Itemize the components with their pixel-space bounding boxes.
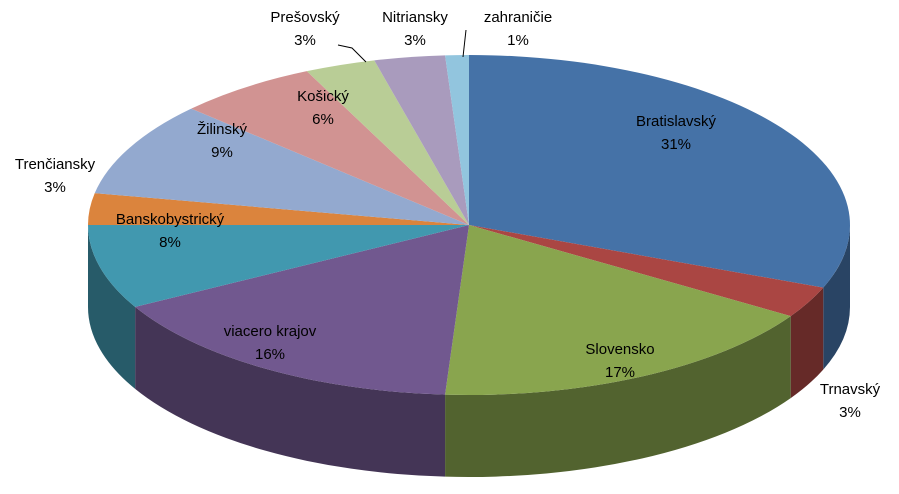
data-labels: Bratislavský 31% Trnavský 3% Slovensko 17% via… <box>15 9 881 421</box>
leader-line <box>462 29 467 58</box>
slice-value-label: 3% <box>404 32 426 49</box>
slice-label: Košický <box>297 88 349 105</box>
slice-side <box>445 316 791 478</box>
slice-value-label: 3% <box>294 32 316 49</box>
slice-side <box>823 225 850 370</box>
slice-label: Bratislavský <box>636 113 717 130</box>
slice <box>445 55 469 225</box>
slice <box>135 225 470 395</box>
slice-value-label: 6% <box>312 111 334 128</box>
slice-label: zahraničie <box>484 9 552 26</box>
slice-label: Žilinský <box>197 121 248 138</box>
slice <box>88 225 469 307</box>
slice-side <box>135 306 446 477</box>
slice-value-label: 9% <box>211 144 233 161</box>
leader-lines <box>337 29 467 63</box>
slice-label: Banskobystrický <box>116 211 225 228</box>
slice <box>374 55 469 226</box>
slice <box>469 55 850 288</box>
slice-label: Nitriansky <box>382 9 448 26</box>
slice-label: Trenčiansky <box>15 156 96 173</box>
slice-label: viacero krajov <box>224 323 317 340</box>
slice <box>191 71 470 225</box>
slice <box>469 225 824 317</box>
pie-tops <box>88 55 850 395</box>
slice <box>445 225 791 395</box>
slice-value-label: 1% <box>507 32 529 49</box>
slice-value-label: 8% <box>159 234 181 251</box>
slice-value-label: 16% <box>255 346 285 363</box>
slice <box>94 108 469 225</box>
slice-value-label: 3% <box>44 179 66 196</box>
slice-value-label: 17% <box>605 364 635 381</box>
slice-value-label: 3% <box>839 404 861 421</box>
slice <box>306 60 469 225</box>
pie-sides <box>88 225 850 478</box>
leader-line <box>337 44 367 63</box>
slice-side <box>88 225 136 389</box>
slice-side <box>790 287 824 399</box>
slice-label: Slovensko <box>585 341 654 358</box>
slice-value-label: 31% <box>661 136 691 153</box>
slice-label: Trnavský <box>820 381 881 398</box>
slice-label: Prešovský <box>270 9 340 26</box>
slice <box>88 193 469 225</box>
